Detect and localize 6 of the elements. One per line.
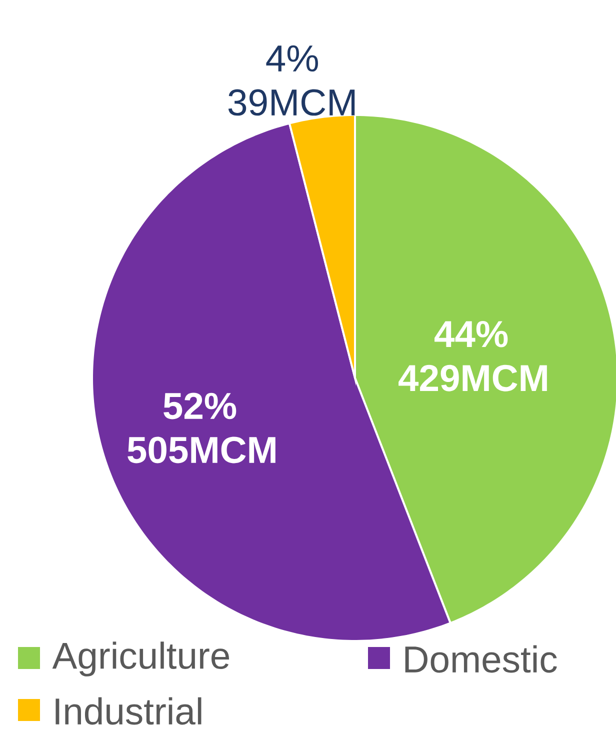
data-label: 44% 429MCM (398, 320, 547, 392)
legend-label: Industrial (56, 697, 202, 725)
legend-label: Domestic (405, 645, 557, 673)
legend-label: Agriculture (52, 642, 230, 676)
data-label: 52% 505MCM (128, 392, 276, 464)
data-label: 4% 39MCM (228, 45, 355, 116)
